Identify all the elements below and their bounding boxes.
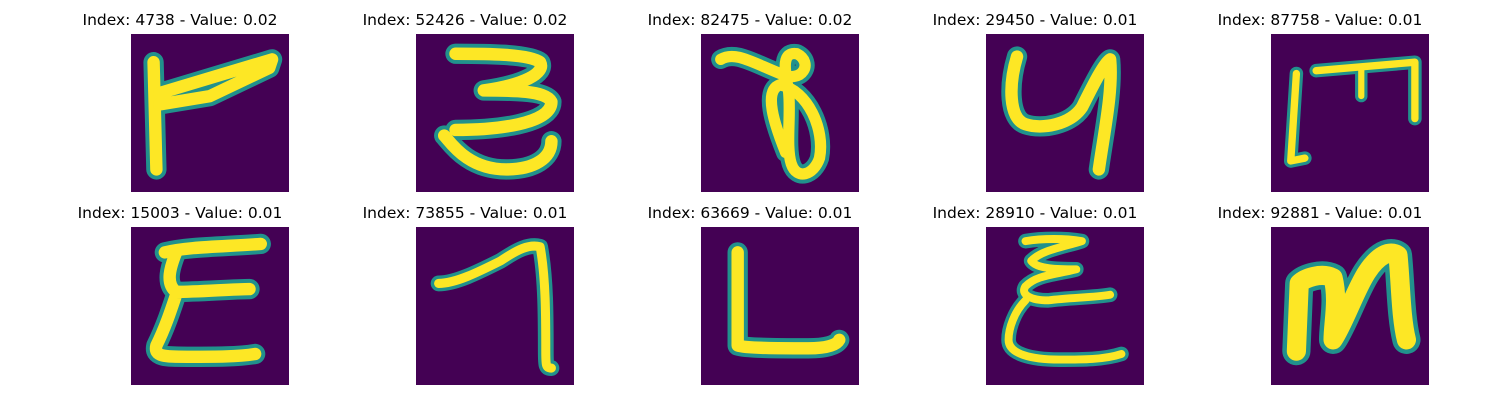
glyph-drawing xyxy=(1001,46,1121,180)
glyph-drawing xyxy=(1283,55,1422,168)
panel-title: Index: 92881 - Value: 0.01 xyxy=(1217,204,1423,222)
handwritten-glyph-image xyxy=(1271,227,1429,385)
image-panel-7: Index: 73855 - Value: 0.01 xyxy=(315,193,615,385)
panel-title: Index: 29450 - Value: 0.01 xyxy=(932,11,1138,29)
handwritten-glyph-image xyxy=(131,227,289,385)
handwritten-glyph-image xyxy=(701,227,859,385)
glyph-drawing xyxy=(1282,239,1421,366)
handwritten-glyph-image xyxy=(1271,34,1429,192)
handwritten-glyph-image xyxy=(416,227,574,385)
panel-title: Index: 15003 - Value: 0.01 xyxy=(77,204,283,222)
glyph-drawing xyxy=(434,43,562,180)
panel-title: Index: 52426 - Value: 0.02 xyxy=(362,11,568,29)
panel-title: Index: 63669 - Value: 0.01 xyxy=(647,204,853,222)
panel-title: Index: 87758 - Value: 0.01 xyxy=(1217,11,1423,29)
glyph-drawing xyxy=(711,44,831,184)
handwritten-glyph-image xyxy=(131,34,289,192)
glyph-drawing xyxy=(145,233,271,367)
image-panel-8: Index: 63669 - Value: 0.01 xyxy=(600,193,900,385)
image-panel-2: Index: 52426 - Value: 0.02 xyxy=(315,0,615,192)
panel-title: Index: 73855 - Value: 0.01 xyxy=(362,204,568,222)
image-panel-3: Index: 82475 - Value: 0.02 xyxy=(600,0,900,192)
image-panel-1: Index: 4738 - Value: 0.02 xyxy=(30,0,330,192)
handwritten-glyph-image xyxy=(986,227,1144,385)
glyph-drawing xyxy=(430,238,560,376)
glyph-drawing xyxy=(1001,231,1129,367)
glyph-drawing xyxy=(727,242,850,359)
panel-title: Index: 82475 - Value: 0.02 xyxy=(647,11,853,29)
image-panel-9: Index: 28910 - Value: 0.01 xyxy=(885,193,1185,385)
panel-title: Index: 4738 - Value: 0.02 xyxy=(82,11,278,29)
image-panel-6: Index: 15003 - Value: 0.01 xyxy=(30,193,330,385)
image-panel-10: Index: 92881 - Value: 0.01 xyxy=(1170,193,1470,385)
image-panel-5: Index: 87758 - Value: 0.01 xyxy=(1170,0,1470,192)
handwritten-glyph-image xyxy=(701,34,859,192)
image-panel-4: Index: 29450 - Value: 0.01 xyxy=(885,0,1185,192)
handwritten-glyph-image xyxy=(416,34,574,192)
handwritten-glyph-image xyxy=(986,34,1144,192)
panel-title: Index: 28910 - Value: 0.01 xyxy=(932,204,1138,222)
glyph-drawing xyxy=(143,49,283,180)
